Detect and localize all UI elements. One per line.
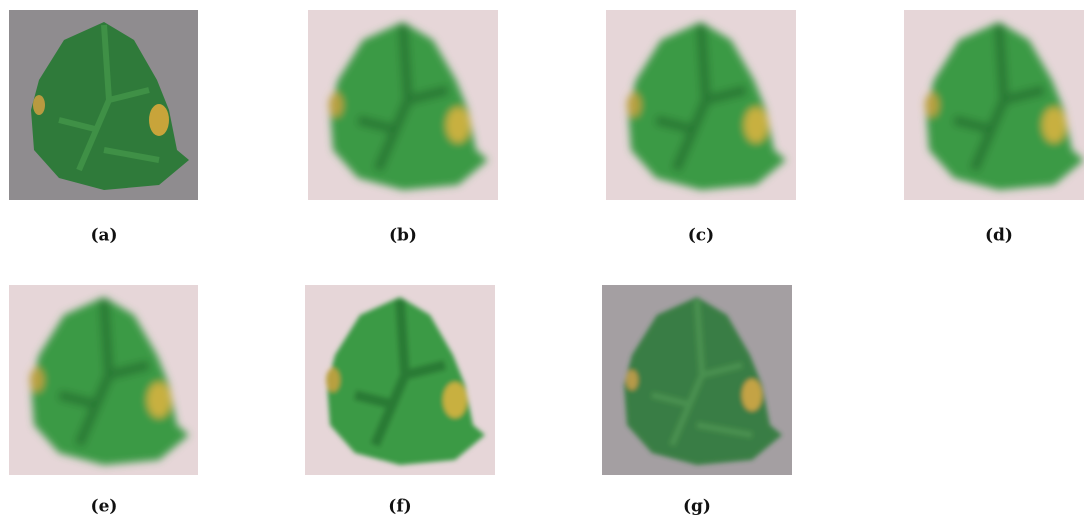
panel-label: (a) (90, 226, 117, 246)
panel-image (602, 285, 792, 475)
panel-image (308, 10, 498, 200)
panel-label: (b) (389, 226, 417, 246)
panel-label: (c) (688, 226, 714, 246)
panel-label: (e) (91, 497, 118, 517)
panel-image (904, 10, 1084, 200)
figure: (a) (b) (c) (d) (e) (f) (g) (0, 0, 1084, 519)
panel-label: (f) (388, 497, 411, 517)
panel-image (606, 10, 796, 200)
panel-image (305, 285, 495, 475)
panel-image (9, 285, 198, 475)
panel-image (9, 10, 198, 200)
panel-label: (d) (985, 226, 1013, 246)
panel-label: (g) (683, 497, 711, 517)
